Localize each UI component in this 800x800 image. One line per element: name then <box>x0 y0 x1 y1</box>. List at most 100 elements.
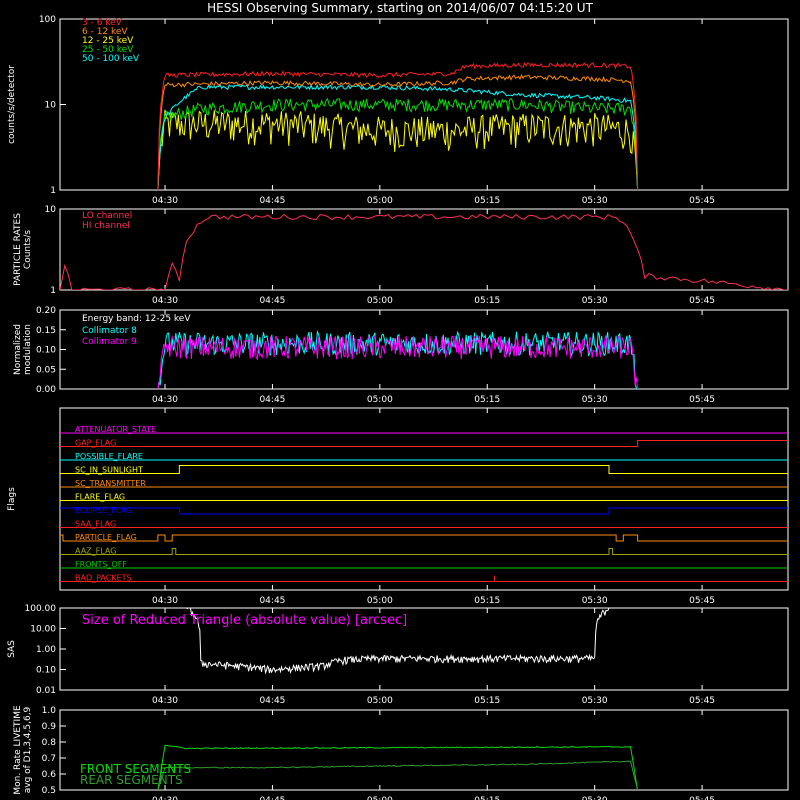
y-tick-label: 0.8 <box>42 738 57 748</box>
x-tick-label: 05:15 <box>474 196 500 206</box>
x-tick-label: 04:45 <box>259 196 285 206</box>
legend-entry: 25 - 50 keV <box>82 45 134 55</box>
x-tick-label: 04:45 <box>259 395 285 405</box>
y-axis-label: Flags <box>7 487 17 511</box>
series-group <box>157 745 639 790</box>
flag-label: AAZ_FLAG <box>75 547 116 556</box>
panel-sas: 04:30 04:45 05:00 05:15 05:30 05:45 SAS 0.01 0.1… <box>7 604 789 706</box>
x-tick-label: 05:00 <box>367 596 393 606</box>
flag-label: BAD_PACKETS <box>75 574 132 583</box>
series-line <box>157 61 639 190</box>
x-tick-label: 05:30 <box>582 296 608 306</box>
flag-label: FLARE_FLAG <box>75 493 125 502</box>
x-tick-label: 05:45 <box>689 395 715 405</box>
y-tick-label: 100 <box>39 15 56 25</box>
x-tick-label: 05:15 <box>474 696 500 706</box>
legend-entry: LO channel <box>82 211 132 221</box>
y-tick-label: 1 <box>50 186 56 196</box>
x-tick-label: 05:30 <box>582 796 608 800</box>
panel-frame <box>59 407 789 591</box>
series-group <box>60 213 788 290</box>
y-tick-label: 0.05 <box>36 365 56 375</box>
legend-entry: 6 - 12 keV <box>82 27 128 37</box>
flag-label: FRONTS_OFF <box>75 560 127 569</box>
x-tick-label: 05:30 <box>582 696 608 706</box>
x-tick-label: 04:30 <box>152 296 178 306</box>
panel-frame <box>59 18 789 191</box>
series-line <box>157 109 639 190</box>
flag-label: POSSIBLE_FLARE <box>75 452 143 461</box>
x-tick-label: 04:30 <box>152 796 178 800</box>
chart-annotation: Size of Reduced Triangle (absolute value… <box>82 613 407 628</box>
x-tick-label: 04:30 <box>152 696 178 706</box>
series-line <box>157 329 638 389</box>
y-tick-label: 0.10 <box>36 666 56 676</box>
x-tick-label: 05:15 <box>474 796 500 800</box>
flag-label: SC_IN_SUNLIGHT <box>75 466 143 475</box>
y-axis-label: counts/s/detector <box>7 65 17 144</box>
x-tick-label: 04:30 <box>152 596 178 606</box>
x-tick-label: 05:15 <box>474 395 500 405</box>
series-group <box>186 608 610 675</box>
y-tick-label: 0.9 <box>42 722 57 732</box>
series-line <box>157 97 639 190</box>
x-tick-label: 05:30 <box>582 196 608 206</box>
x-tick-label: 05:30 <box>582 395 608 405</box>
x-tick-label: 04:30 <box>152 196 178 206</box>
panel-count-rates: 04:30 04:45 05:00 05:15 05:30 05:45 counts/s/d… <box>7 15 789 206</box>
x-tick-label: 04:45 <box>259 796 285 800</box>
legend-entry: REAR SEGMENTS <box>80 773 183 787</box>
y-tick-label: 0.20 <box>36 306 56 316</box>
flag-line <box>60 440 788 447</box>
y-axis-label: Mon. Rate LIVETIME <box>13 705 23 795</box>
y-tick-label: 0.10 <box>36 346 56 356</box>
series-line <box>186 608 610 675</box>
y-tick-label: 0.6 <box>42 770 57 780</box>
x-tick-label: 05:45 <box>689 196 715 206</box>
legend-entry: FRONT SEGMENTS <box>80 762 191 776</box>
legend-entry: HI channel <box>82 221 130 231</box>
chart-title: HESSI Observing Summary, starting on 201… <box>207 1 593 15</box>
x-tick-label: 04:45 <box>259 296 285 306</box>
y-tick-label: 1.0 <box>42 706 57 716</box>
y-axis-label: PARTICLE RATES <box>13 213 23 286</box>
y-tick-label: 1.00 <box>36 645 56 655</box>
y-tick-label: 0.7 <box>42 754 56 764</box>
x-tick-label: 05:15 <box>474 296 500 306</box>
flag-label: PARTICLE_FLAG <box>75 533 137 542</box>
x-tick-label: 05:00 <box>367 796 393 800</box>
x-tick-label: 05:00 <box>367 696 393 706</box>
series-group <box>157 329 639 389</box>
y-axis-label-2: avg of D1,3,4,5,6,9 <box>23 706 33 793</box>
legend-entry: 50 - 100 keV <box>82 54 140 64</box>
x-tick-label: 05:15 <box>474 596 500 606</box>
y-tick-label: 10 <box>45 205 57 215</box>
series-line <box>157 760 639 790</box>
x-tick-label: 04:45 <box>259 696 285 706</box>
y-tick-label: 100.00 <box>25 604 57 614</box>
flag-label: SC_TRANSMITTER <box>75 479 146 488</box>
flag-label: ECLIPSE_FLAG <box>75 506 132 515</box>
x-tick-label: 05:30 <box>582 596 608 606</box>
series-group <box>157 61 639 190</box>
x-tick-label: 04:30 <box>152 395 178 405</box>
series-line <box>60 213 788 290</box>
y-tick-label: 10 <box>45 101 57 111</box>
flag-line <box>60 534 788 542</box>
y-axis-label: Normalized <box>13 324 23 375</box>
y-tick-label: 10.00 <box>30 625 56 635</box>
series-line <box>157 745 639 790</box>
legend-entry: Collimator 9 <box>82 337 137 347</box>
x-tick-label: 05:45 <box>689 596 715 606</box>
chart-annotation: Energy band: 12-25 keV <box>82 314 191 324</box>
panel-particle-rates: 04:30 04:45 05:00 05:15 05:30 05:45 PARTICLE R… <box>13 205 789 306</box>
y-tick-label: 0.15 <box>36 326 56 336</box>
series-line <box>157 83 639 190</box>
flag-line <box>60 548 788 555</box>
panel-frame <box>59 208 789 291</box>
y-tick-label: 1 <box>50 286 56 296</box>
flag-line <box>60 507 788 515</box>
series-line <box>157 73 639 190</box>
x-tick-label: 05:45 <box>689 696 715 706</box>
x-tick-label: 05:00 <box>367 196 393 206</box>
